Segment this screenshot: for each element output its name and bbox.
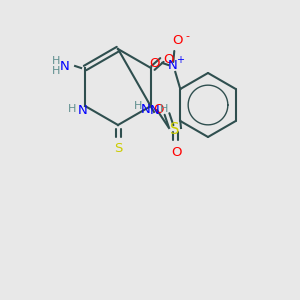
Text: +: + bbox=[176, 55, 184, 65]
Text: H: H bbox=[52, 56, 60, 66]
Text: -: - bbox=[185, 31, 189, 41]
Text: S: S bbox=[170, 122, 180, 137]
Text: O: O bbox=[149, 57, 160, 70]
Text: N: N bbox=[78, 104, 88, 117]
Text: O: O bbox=[154, 103, 164, 116]
Text: N: N bbox=[167, 59, 177, 72]
Text: O: O bbox=[171, 146, 181, 159]
Text: H: H bbox=[134, 101, 142, 111]
Text: H: H bbox=[160, 104, 168, 114]
Text: N: N bbox=[141, 103, 151, 116]
Text: O: O bbox=[172, 34, 182, 47]
Text: N: N bbox=[150, 104, 160, 117]
Text: S: S bbox=[114, 142, 122, 155]
Text: N: N bbox=[60, 60, 70, 73]
Text: H: H bbox=[68, 104, 76, 114]
Text: O: O bbox=[164, 53, 174, 66]
Text: H: H bbox=[52, 66, 60, 76]
